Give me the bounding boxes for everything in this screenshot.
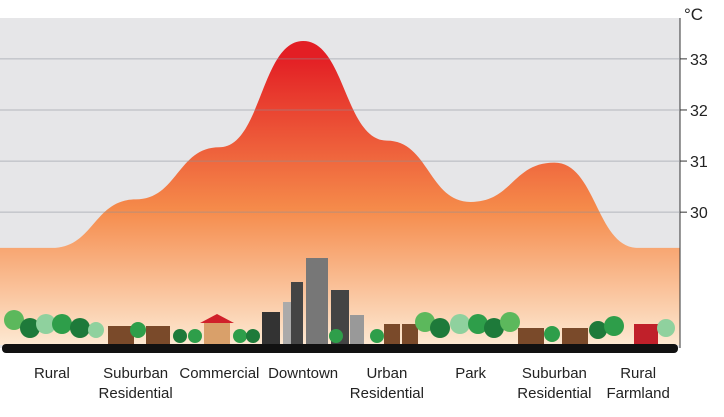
tree [468, 314, 488, 334]
tree [329, 329, 343, 343]
label-line: Urban [366, 365, 407, 382]
y-tick-label: 32 [690, 103, 708, 120]
label-line: Commercial [179, 365, 259, 382]
tree [233, 329, 247, 343]
tree [4, 310, 24, 330]
tree [604, 316, 624, 336]
tree [484, 318, 504, 338]
tree [415, 312, 435, 332]
heat-area [0, 40, 680, 345]
y-tick-label: 33 [690, 52, 708, 69]
tree [657, 319, 675, 337]
label-line: Residential [350, 385, 424, 402]
tree [20, 318, 40, 338]
label-line: Residential [99, 385, 173, 402]
ground [2, 344, 678, 353]
label-line: Suburban [103, 365, 168, 382]
label-line: Rural [34, 365, 70, 382]
x-tick-label: Park [455, 365, 486, 382]
y-tick-label: 30 [690, 205, 708, 222]
tree [188, 329, 202, 343]
tree [130, 322, 146, 338]
tree [544, 326, 560, 342]
tree [450, 314, 470, 334]
tree [70, 318, 90, 338]
house [146, 326, 170, 344]
x-tick-label: Suburban Residential [99, 365, 173, 402]
labels: 30 31 32 33 Rural Suburban Residential Commerci… [0, 52, 708, 402]
y-axis-label: °C [684, 5, 703, 24]
house [518, 328, 544, 344]
building [306, 258, 328, 346]
tree [173, 329, 187, 343]
tree [430, 318, 450, 338]
building [350, 315, 364, 346]
barn [634, 324, 658, 344]
building [402, 324, 418, 344]
tree [246, 329, 260, 343]
x-tick-label: Urban Residential [350, 365, 424, 402]
label-line: Downtown [268, 365, 338, 382]
building [291, 282, 303, 346]
shop [204, 322, 230, 344]
label-line: Park [455, 365, 486, 382]
tree [589, 321, 607, 339]
x-tick-label: Suburban Residential [517, 365, 591, 402]
label-line: Residential [517, 385, 591, 402]
house [108, 326, 134, 344]
label-line: Suburban [522, 365, 587, 382]
roof [200, 314, 234, 323]
scene [2, 258, 678, 353]
tree [52, 314, 72, 334]
x-tick-label: Rural [34, 365, 70, 382]
x-tick-label: Commercial [179, 365, 259, 382]
marks [0, 40, 680, 345]
tree [88, 322, 104, 338]
tree [500, 312, 520, 332]
house [562, 328, 588, 344]
tree [36, 314, 56, 334]
building [384, 324, 400, 344]
label-line: Farmland [606, 385, 669, 402]
x-tick-label: Downtown [268, 365, 338, 382]
label-line: Rural [620, 365, 656, 382]
x-tick-label: Rural Farmland [606, 365, 669, 402]
building [262, 312, 280, 346]
y-tick-label: 31 [690, 154, 708, 171]
tree [370, 329, 384, 343]
